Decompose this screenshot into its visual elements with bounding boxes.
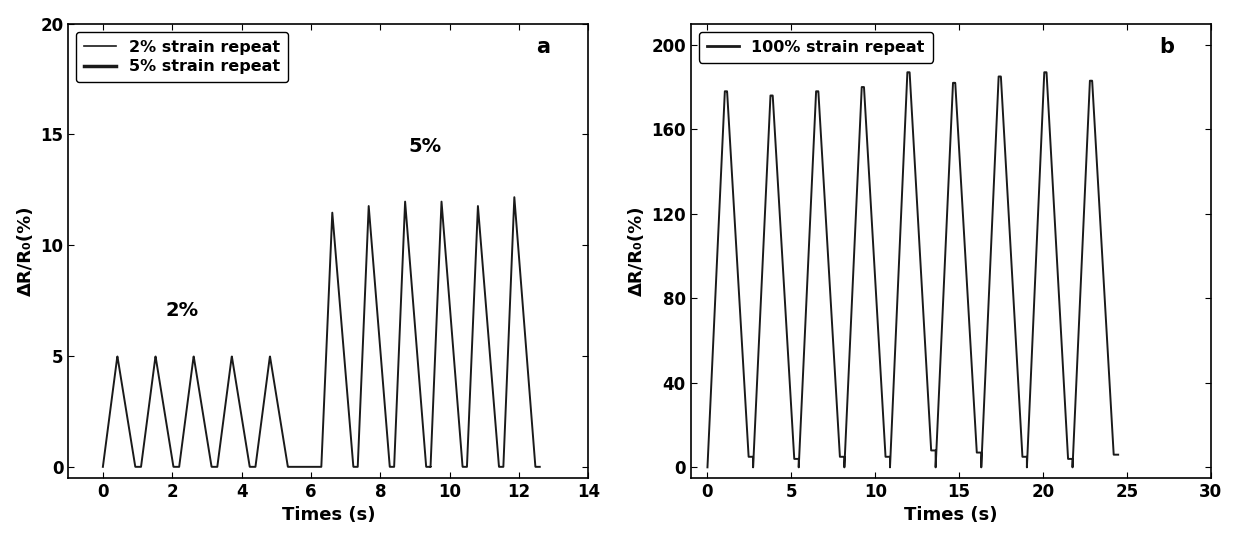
Y-axis label: ΔR/R₀(%): ΔR/R₀(%) (628, 206, 646, 296)
Text: b: b (1158, 37, 1173, 57)
Legend: 100% strain repeat: 100% strain repeat (699, 32, 933, 63)
Legend: 2% strain repeat, 5% strain repeat: 2% strain repeat, 5% strain repeat (76, 32, 287, 82)
Y-axis label: ΔR/R₀(%): ΔR/R₀(%) (16, 206, 35, 296)
X-axis label: Times (s): Times (s) (281, 506, 375, 524)
X-axis label: Times (s): Times (s) (904, 506, 997, 524)
Text: 2%: 2% (165, 301, 198, 320)
Text: a: a (536, 37, 550, 57)
Text: 5%: 5% (408, 137, 441, 156)
